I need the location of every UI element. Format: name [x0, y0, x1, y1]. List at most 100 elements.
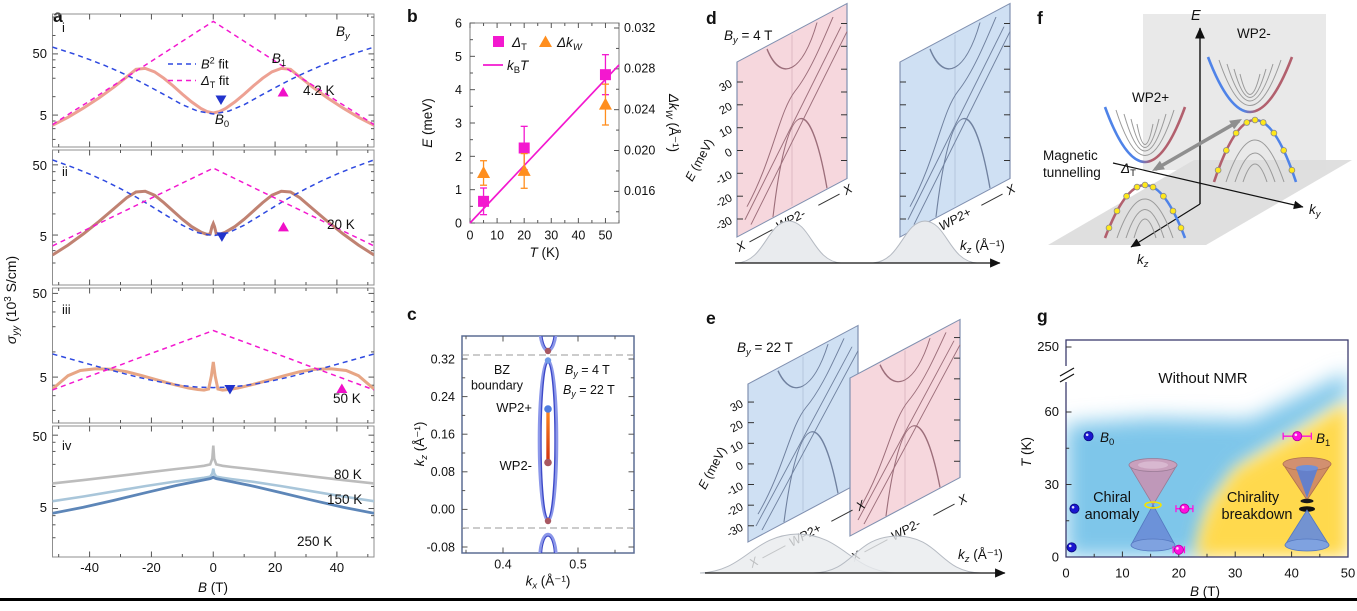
- x-tick: 10: [490, 229, 504, 243]
- wavefunction-gaussian-right: [872, 220, 978, 264]
- panel-f: f: [1037, 8, 1352, 270]
- inner-blue-cone: [1296, 468, 1318, 498]
- chiral-anomaly-region: [1066, 372, 1348, 557]
- e-tick-label: 0: [734, 460, 745, 474]
- orbit-dot: [1169, 207, 1177, 215]
- y-tick: -0.08: [427, 540, 456, 554]
- arrowhead: [1229, 119, 1242, 130]
- field-marker-down: [224, 384, 236, 395]
- dome-level: [1125, 209, 1165, 239]
- panel-b-frame: [469, 22, 620, 224]
- panel-d-edge-ticks: [737, 23, 1010, 220]
- B0-point: [1066, 542, 1077, 553]
- orbit-dot: [1280, 147, 1287, 154]
- dkw-point: [598, 97, 612, 110]
- B1-point: [1173, 544, 1184, 555]
- contour-4T-bottom: [541, 535, 555, 553]
- curve-Delta_T fit: [52, 167, 374, 247]
- y-tick-50: 50: [33, 286, 47, 301]
- wp2plus-landau-valley: [1103, 106, 1187, 164]
- subpanel-i-roman: i: [62, 20, 65, 35]
- B1-point: [1179, 503, 1190, 514]
- x-tick: 30: [1228, 566, 1242, 581]
- left-tick: 0: [455, 217, 462, 231]
- left-tick: 2: [455, 150, 462, 164]
- chiral-anomaly-label-line1: Chiral: [1093, 490, 1131, 506]
- y-tick: 60: [1045, 404, 1059, 419]
- deltaT-point: [599, 69, 611, 81]
- e-tick-label: 30: [728, 398, 745, 415]
- upper-cone-inner: [1138, 461, 1168, 469]
- band-panel-wp2minus-4T: [736, 2, 848, 238]
- y-tick: 0.24: [431, 390, 455, 404]
- y-tick: 0.16: [431, 428, 455, 442]
- lower-cone-base: [1284, 538, 1330, 552]
- energy-axis-label: E: [1191, 8, 1201, 24]
- landau-level: [1226, 63, 1274, 102]
- panel-a-letter: a: [53, 6, 63, 26]
- orbit-dot: [1149, 183, 1157, 191]
- right-tick: 0.028: [624, 62, 655, 76]
- field-direction-label: By: [336, 24, 351, 42]
- curve-50 K: [52, 361, 374, 392]
- panel-g-x-axis-label: B (T): [1190, 584, 1220, 599]
- dome-level: [1225, 139, 1285, 183]
- curve-B^2 fit: [52, 353, 374, 389]
- subpanel-ii-roman: ii: [62, 164, 68, 179]
- orbit-dot: [1113, 207, 1121, 215]
- magnetic-tunnelling-arrow: [1154, 119, 1240, 172]
- y-tick: 30: [1045, 477, 1059, 492]
- y-tick-5: 5: [40, 108, 47, 123]
- y-tick-5: 5: [40, 229, 47, 244]
- x-tick: 0: [210, 560, 217, 575]
- dome-level: [1242, 163, 1268, 183]
- without-nmr-label: Without NMR: [1158, 370, 1247, 387]
- fermi-contours: [537, 336, 559, 553]
- subpanel-ii-frame: [52, 149, 375, 286]
- x-point-label: X: [955, 491, 970, 508]
- y-tick: 0.00: [431, 503, 455, 517]
- wp2plus-dot: [544, 405, 552, 413]
- b0-point-label: B0: [1100, 430, 1114, 448]
- point-highlight: [1085, 433, 1089, 437]
- x-tick: 40: [330, 560, 344, 575]
- e-tick-label: 30: [717, 78, 734, 95]
- band-panel-wp2plus-4T: [899, 2, 1011, 238]
- orbit-dot: [1243, 119, 1251, 126]
- temp-label-4p2k: 4.2 K: [303, 83, 335, 98]
- x-tick: 20: [517, 229, 531, 243]
- wp2minus-dot: [544, 458, 552, 467]
- x-point-label: X: [1003, 181, 1018, 198]
- wp2plus-label: WP2+: [496, 400, 532, 415]
- e-tick-label: -30: [725, 522, 745, 540]
- curve-20 K: [52, 189, 374, 257]
- orbit-dot: [1223, 147, 1230, 154]
- e-tick-label: -10: [725, 481, 745, 499]
- panel-e-field-label: By = 22 T: [737, 340, 793, 358]
- x-tick: 30: [544, 229, 558, 243]
- lower-cone-base: [1130, 538, 1176, 552]
- chirality-breakdown-label-line2: breakdown: [1222, 507, 1293, 523]
- bz-boundary-label-line1: BZ: [494, 363, 510, 377]
- x-tick: 20: [268, 560, 282, 575]
- e-tick-label: 10: [717, 124, 734, 141]
- panel-b-letter: b: [407, 6, 418, 26]
- landau-level: [1123, 113, 1167, 152]
- x-tick: 50: [1341, 566, 1355, 581]
- point-highlight: [1181, 505, 1185, 509]
- kz-axis-label: kz: [1137, 252, 1149, 270]
- b0-annotation: B0: [215, 112, 229, 130]
- dome-level: [1133, 218, 1157, 239]
- panel-g-points: [1066, 431, 1312, 555]
- curve-4.2 K: [52, 66, 374, 127]
- weyl-node-dot: [544, 347, 552, 355]
- panel-c-frame: [461, 335, 635, 554]
- subpanel-iii-ticks: [52, 288, 374, 423]
- temp-label-250k: 250 K: [297, 534, 332, 549]
- right-tick: 0.032: [624, 21, 655, 35]
- dome-level: [1234, 152, 1276, 183]
- gap-ellipse-lower: [1299, 506, 1315, 512]
- panel-g: g Without NMR Chiral: [1019, 306, 1355, 599]
- wp2minus-label: WP2-: [500, 458, 533, 473]
